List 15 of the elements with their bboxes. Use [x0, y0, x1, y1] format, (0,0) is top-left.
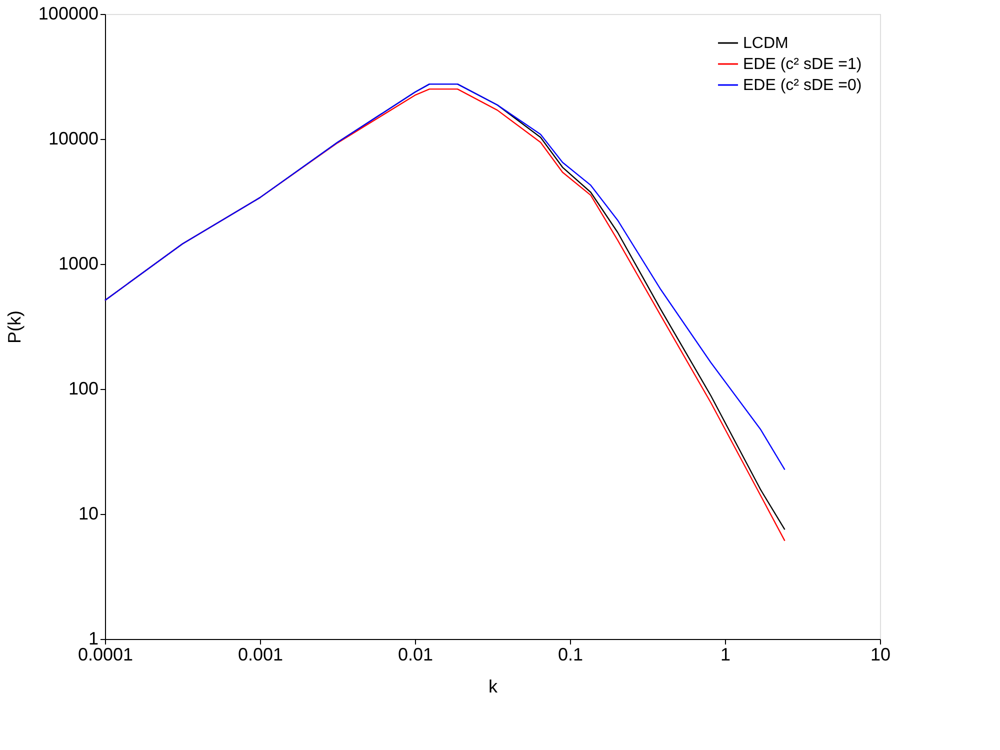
y-tick-label: 10000 — [48, 128, 98, 148]
x-tick-label: 0.001 — [238, 644, 284, 664]
legend-label: EDE (c² sDE =1) — [743, 56, 862, 73]
y-tick-label: 10 — [78, 504, 98, 524]
x-tick-label: 0.01 — [398, 644, 434, 664]
legend-label: EDE (c² sDE =0) — [743, 77, 862, 94]
x-axis-title: k — [488, 676, 498, 696]
x-tick-label: 1 — [720, 644, 731, 664]
legend-label: LCDM — [743, 35, 788, 52]
x-tick-label: 0.1 — [558, 644, 584, 664]
y-tick-label: 100 — [68, 378, 98, 398]
y-tick-label: 100000 — [38, 4, 98, 24]
y-tick-label: 1000 — [58, 254, 98, 274]
y-axis-title: P(k) — [4, 310, 24, 344]
x-tick-label: 10 — [870, 644, 891, 664]
